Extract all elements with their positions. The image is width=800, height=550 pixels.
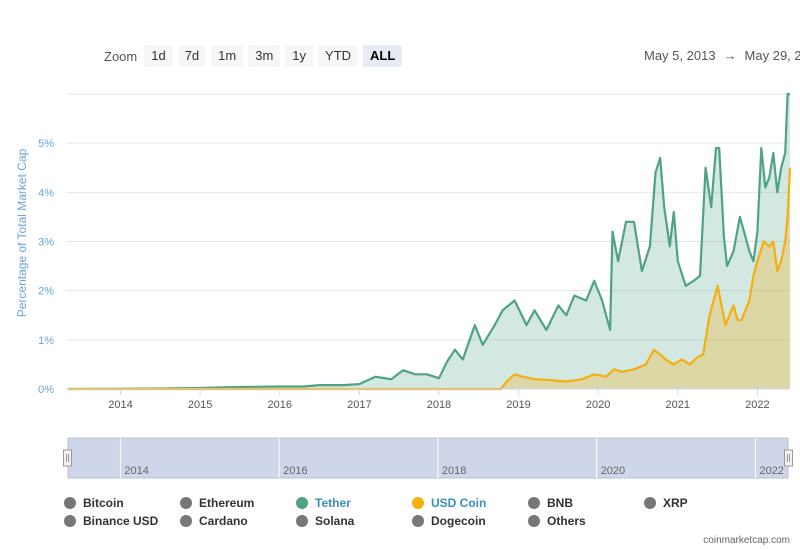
legend-item-dogecoin[interactable]: Dogecoin [412,512,528,530]
y-tick-label: 1% [38,335,54,347]
navigator-right-handle[interactable] [784,449,793,467]
legend-label: BNB [547,496,573,510]
y-tick-label: 2% [38,286,54,298]
x-tick-label: 2015 [188,399,212,411]
legend-item-tether[interactable]: Tether [296,494,412,512]
zoom-bar: Zoom 1d 7d 1m 3m 1y YTD ALL [104,44,403,68]
date-range: May 5, 2013 → May 29, 2 [644,48,800,63]
legend-label: XRP [663,496,688,510]
navigator-ticks: 2014 2016 2018 2020 2022 [119,438,784,478]
x-tick-label: 2022 [745,399,769,411]
navigator-tick-label: 2016 [283,465,307,477]
zoom-label: Zoom [104,48,138,64]
legend-label: Tether [315,496,351,510]
zoom-button-ytd[interactable]: YTD [318,45,359,67]
series-line-tether[interactable] [67,92,790,391]
y-tick-labels: 0% 1% 2% 3% 4% 5% [38,138,54,396]
legend-item-others[interactable]: Others [528,512,644,530]
legend-dot-icon [528,515,540,527]
legend-label: Cardano [199,514,248,528]
zoom-button-1m[interactable]: 1m [211,45,244,67]
navigator-tick-label: 2020 [601,465,625,477]
legend-item-bitcoin[interactable]: Bitcoin [64,494,180,512]
legend-row-1: Bitcoin Ethereum Tether USD Coin BNB XRP [64,494,764,512]
zoom-button-all[interactable]: ALL [363,45,403,67]
y-tick-label: 5% [38,138,54,150]
series-lines [67,92,792,391]
zoom-button-3m[interactable]: 3m [248,45,281,67]
legend-dot-icon [64,515,76,527]
legend-item-cardano[interactable]: Cardano [180,512,296,530]
navigator-left-handle[interactable] [63,449,72,467]
navigator-window[interactable] [67,437,789,479]
x-tick-label: 2017 [347,399,371,411]
navigator-tick-label: 2018 [442,465,466,477]
series-area-usd-coin [68,167,790,389]
chart-svg: 0% 1% 2% 3% 4% 5% 2014 2015 2016 2017 2018 2019 202… [38,92,793,479]
legend-dot-icon [296,497,308,509]
x-tick-label: 2016 [268,399,292,411]
date-range-arrow: → [723,48,737,63]
x-tick-label: 2018 [427,399,451,411]
legend-item-binance-usd[interactable]: Binance USD [64,512,180,530]
legend-row-2: Binance USD Cardano Solana Dogecoin Othe… [64,512,764,530]
legend-item-xrp[interactable]: XRP [644,494,760,512]
legend-label: USD Coin [431,496,487,510]
series-areas [68,94,790,389]
legend-dot-icon [644,497,656,509]
date-range-from[interactable]: May 5, 2013 [644,48,716,63]
x-tick-label: 2020 [586,399,610,411]
legend-dot-icon [412,515,424,527]
legend-dot-icon [412,497,424,509]
x-tick-label: 2021 [666,399,690,411]
legend-dot-icon [64,497,76,509]
x-tick-label: 2019 [506,399,530,411]
legend-item-solana[interactable]: Solana [296,512,412,530]
legend-label: Binance USD [83,514,159,528]
legend-dot-icon [296,515,308,527]
legend: Bitcoin Ethereum Tether USD Coin BNB XRP… [64,494,764,530]
series-area-tether [68,94,790,389]
legend-label: Others [547,514,586,528]
zoom-button-1d[interactable]: 1d [144,45,173,67]
x-tick-label: 2014 [108,399,132,411]
zoom-button-7d[interactable]: 7d [177,45,207,67]
zoom-button-1y[interactable]: 1y [285,45,314,67]
series-line-usd-coin[interactable] [68,167,792,391]
y-tick-label: 3% [38,237,54,249]
y-tick-label: 0% [38,384,54,396]
legend-dot-icon [528,497,540,509]
legend-item-usd-coin[interactable]: USD Coin [412,494,528,512]
navigator-tick-label: 2014 [124,465,148,477]
legend-item-ethereum[interactable]: Ethereum [180,494,296,512]
legend-label: Solana [315,514,355,528]
navigator-tick-label: 2022 [759,465,783,477]
legend-item-bnb[interactable]: BNB [528,494,644,512]
legend-label: Dogecoin [431,514,486,528]
credit-link[interactable]: coinmarketcap.com [703,535,790,546]
date-range-to[interactable]: May 29, 2 [744,48,800,63]
x-tick-labels: 2014 2015 2016 2017 2018 2019 2020 2021 2022 [108,389,770,411]
legend-dot-icon [180,515,192,527]
legend-label: Ethereum [199,496,255,510]
legend-dot-icon [180,497,192,509]
y-tick-label: 4% [38,187,54,199]
legend-label: Bitcoin [83,496,124,510]
